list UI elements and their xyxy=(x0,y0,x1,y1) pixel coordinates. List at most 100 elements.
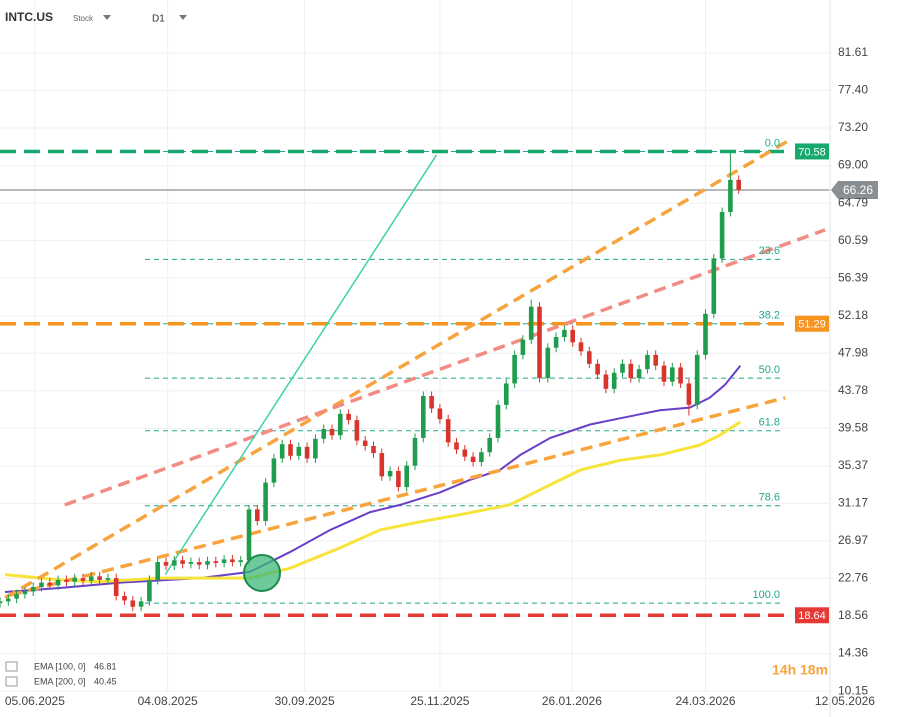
fib-label: 0.0 xyxy=(765,137,780,149)
y-tick-label: 77.40 xyxy=(838,83,868,97)
candle-body xyxy=(14,594,19,599)
candle-body xyxy=(47,582,53,586)
level-label: 18.64 xyxy=(798,610,826,622)
candle-body xyxy=(537,306,542,379)
level-label-bg xyxy=(795,315,829,332)
candle-body xyxy=(570,329,575,343)
x-tick-label: 25.11.2025 xyxy=(410,694,469,708)
y-tick-label: 22.76 xyxy=(838,571,868,585)
candle-body xyxy=(155,562,160,580)
trendline xyxy=(9,396,786,597)
candle-body xyxy=(329,429,335,436)
candle-body xyxy=(130,600,136,607)
timeframe[interactable]: D1 xyxy=(152,14,165,25)
y-tick-label: 47.98 xyxy=(838,345,868,359)
fib-label: 78.6 xyxy=(759,492,780,504)
candle-body xyxy=(354,420,360,441)
ema-line xyxy=(4,420,742,584)
candle-body xyxy=(628,363,634,379)
candle-body xyxy=(404,465,409,488)
legend-icon xyxy=(5,676,18,687)
candle-body xyxy=(255,509,260,521)
candle-body xyxy=(172,560,177,566)
y-tick-label: 10.15 xyxy=(838,683,868,697)
x-tick-label: 05.06.2025 xyxy=(5,694,65,708)
y-tick-label: 52.18 xyxy=(838,308,868,322)
grid xyxy=(0,0,830,692)
legend-icon xyxy=(5,661,18,672)
candle-body xyxy=(163,562,169,566)
highlight-circle xyxy=(243,554,281,592)
candle-body xyxy=(429,395,434,409)
asset-type: Stock xyxy=(73,14,94,23)
candle-body xyxy=(587,351,592,364)
candle-body xyxy=(711,258,717,314)
current-price-label-bg xyxy=(831,181,878,200)
candle-body xyxy=(454,442,459,450)
trendline xyxy=(164,154,438,576)
candle-body xyxy=(30,587,36,592)
candle-body xyxy=(736,179,741,190)
level-label: 70.58 xyxy=(798,146,826,158)
candle-body xyxy=(296,446,302,456)
symbol-dropdown[interactable] xyxy=(103,15,111,20)
candle-body xyxy=(147,579,152,602)
candle-body xyxy=(288,444,293,456)
x-tick-label: 26.01.2026 xyxy=(542,694,602,708)
candle-body xyxy=(180,560,185,564)
candle-body xyxy=(0,601,3,604)
candle-body xyxy=(528,306,534,340)
candle-body xyxy=(379,453,385,477)
candle-body xyxy=(279,444,285,459)
countdown: 14h 18m xyxy=(772,662,828,678)
x-tick-label: 24.03.2026 xyxy=(675,694,735,708)
x-tick-label: 12.05.2026 xyxy=(815,694,875,708)
fib-label: 38.2 xyxy=(759,310,780,322)
candle-body xyxy=(138,601,144,607)
candle-body xyxy=(620,363,625,373)
plot-area xyxy=(0,138,830,618)
candle-body xyxy=(313,438,318,459)
candle-body xyxy=(719,212,725,259)
y-tick-label: 18.56 xyxy=(838,608,868,622)
candle-body xyxy=(421,395,426,438)
candle-body xyxy=(686,383,692,405)
candle-body xyxy=(188,562,194,564)
y-tick-label: 39.58 xyxy=(838,420,868,434)
candle-body xyxy=(479,452,484,463)
overlay: 0.0 23.6 38.2 50.0 61.8 78.6 100.0 70.58 51.29 18… xyxy=(752,137,878,624)
y-tick-label: 43.78 xyxy=(838,383,868,397)
candle-body xyxy=(495,404,501,438)
y-tick-label: 60.59 xyxy=(838,233,868,247)
trendline xyxy=(64,228,826,507)
candle-body xyxy=(470,456,476,463)
y-tick-label: 81.61 xyxy=(838,45,868,59)
legend-name: EMA [200, 0] xyxy=(34,676,86,686)
current-price-label: 66.26 xyxy=(843,183,873,197)
level-label-bg xyxy=(795,607,829,624)
candle-body xyxy=(387,470,393,477)
candle-body xyxy=(321,429,326,439)
y-tick-label: 73.20 xyxy=(838,120,868,134)
candle-body xyxy=(263,482,268,521)
candle-body xyxy=(39,582,44,588)
candle-body xyxy=(520,339,526,355)
candle-body xyxy=(595,363,600,375)
candle-body xyxy=(89,576,94,581)
y-tick-label: 56.39 xyxy=(838,270,868,284)
candle-body xyxy=(678,367,683,384)
candle-body xyxy=(230,559,235,563)
timeframe-dropdown[interactable] xyxy=(179,15,187,20)
candle-body xyxy=(396,470,401,488)
candle-body xyxy=(105,578,111,580)
candle-body xyxy=(578,342,584,352)
candle-body xyxy=(545,347,551,379)
candle-body xyxy=(636,369,642,379)
symbol[interactable]: INTC.US xyxy=(5,10,53,24)
candle-body xyxy=(653,354,658,366)
candle-body xyxy=(338,413,343,436)
candle-body xyxy=(238,560,243,563)
candle-body xyxy=(694,354,700,405)
candle-body xyxy=(346,413,351,421)
